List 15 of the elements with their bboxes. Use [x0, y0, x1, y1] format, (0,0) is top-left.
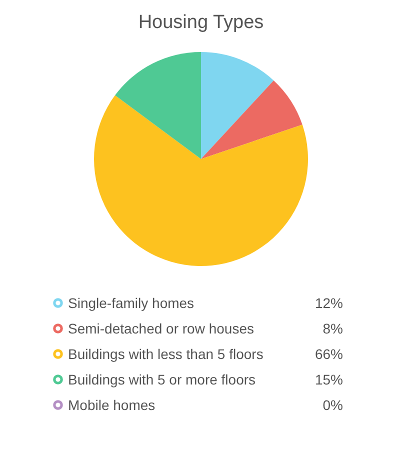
- pie-slice: [115, 52, 201, 159]
- pie-slice: [201, 80, 302, 159]
- chart-title: Housing Types: [138, 12, 264, 33]
- legend-label: Buildings with less than 5 floors: [68, 346, 264, 362]
- text: 0%: [322, 397, 343, 413]
- data-label: 12%: [314, 295, 343, 311]
- legend-label: Mobile homes: [68, 397, 156, 413]
- data-label: 8%: [322, 320, 343, 336]
- data-label: 15%: [314, 372, 343, 388]
- legend-label: Buildings with 5 or more floors: [68, 372, 256, 388]
- legend-label: Semi-detached or row houses: [68, 320, 254, 336]
- pie-slice: [201, 52, 274, 159]
- legend-label: Single-family homes: [68, 295, 194, 311]
- data-label: 66%: [314, 346, 343, 362]
- pie-slice: [94, 95, 308, 266]
